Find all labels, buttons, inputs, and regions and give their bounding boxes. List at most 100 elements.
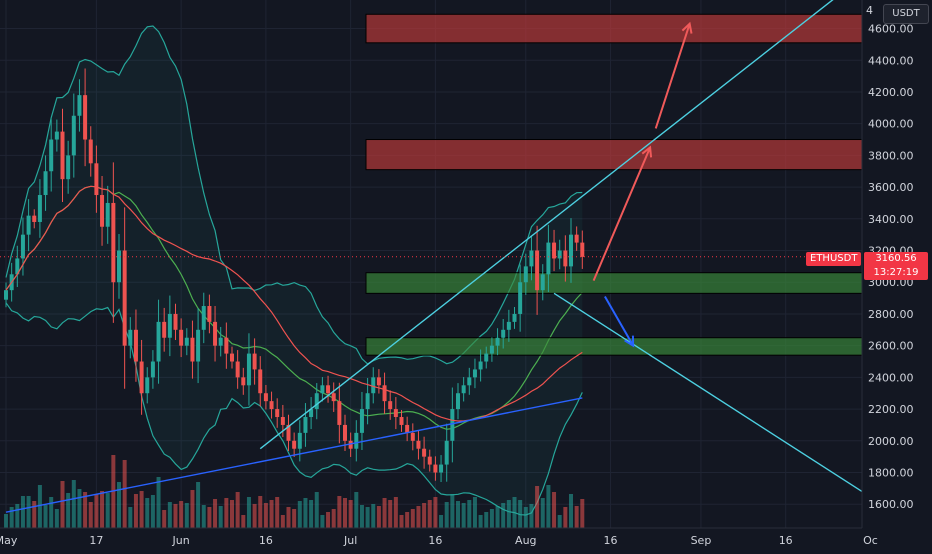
current-price-value: 3160.56 <box>875 253 917 264</box>
volume-bar <box>297 501 302 528</box>
volume-bar <box>286 507 291 528</box>
candle-body <box>43 171 48 196</box>
volume-bar <box>292 509 297 528</box>
candle-body <box>139 361 144 394</box>
candle-body <box>66 155 71 180</box>
candle-body <box>450 409 455 441</box>
volume-bar <box>139 491 144 528</box>
volume-bar <box>252 504 257 528</box>
price-tick-label: 2800.00 <box>868 308 914 321</box>
volume-bar <box>529 504 534 528</box>
candle-body <box>128 329 133 346</box>
candle-body <box>224 337 229 354</box>
volume-bar <box>179 501 184 528</box>
volume-bar <box>540 498 545 528</box>
time-tick-label: 16 <box>779 534 793 547</box>
candle-body <box>354 432 359 449</box>
currency-unit-button[interactable]: USDT <box>883 4 929 24</box>
volume-bar <box>303 498 308 528</box>
volume-bar <box>190 490 195 528</box>
candle-body <box>557 250 562 259</box>
volume-bar <box>201 505 206 528</box>
volume-bar <box>88 502 93 528</box>
volume-bar <box>337 496 342 528</box>
candle-body <box>111 202 116 283</box>
volume-bar <box>416 506 421 528</box>
volume-bar <box>258 496 263 528</box>
arrow-shaft[interactable] <box>654 23 691 129</box>
arrow-head <box>624 335 635 348</box>
candle-body <box>405 424 410 433</box>
volume-bar <box>467 500 472 528</box>
volume-bar <box>162 510 167 528</box>
candle-body <box>117 250 121 283</box>
volume-bar <box>523 507 528 528</box>
candle-body <box>478 361 483 370</box>
price-tick-label: 1800.00 <box>868 467 914 480</box>
candle-body <box>145 377 150 394</box>
candle-body <box>467 377 472 386</box>
candle-body <box>49 139 54 172</box>
volume-bar <box>150 495 155 528</box>
price-tick-label: 4200.00 <box>868 86 914 99</box>
candle-body <box>320 385 325 394</box>
candle-body <box>297 432 302 449</box>
grid <box>0 0 871 528</box>
candle-body <box>167 313 172 338</box>
candle-body <box>292 440 297 449</box>
volume-bar <box>94 494 99 528</box>
resistance-zone[interactable] <box>365 139 865 171</box>
price-tick-label: 4400.00 <box>868 54 914 67</box>
candle-body <box>343 424 347 441</box>
candle-body <box>269 401 274 410</box>
candle-body <box>309 409 314 418</box>
time-tick-label: 17 <box>89 534 103 547</box>
time-tick-label: Jul <box>343 534 357 547</box>
support-zone[interactable] <box>365 337 865 356</box>
volume-bar <box>359 505 364 528</box>
arrow-shaft[interactable] <box>592 147 652 282</box>
volume-bar <box>15 504 20 528</box>
price-tick-label: 2200.00 <box>868 403 914 416</box>
candle-body <box>280 417 285 425</box>
volume-bar <box>49 497 54 528</box>
candle-body <box>427 456 432 465</box>
zones[interactable] <box>365 13 865 356</box>
volume-bar <box>354 492 359 528</box>
volume-bar <box>133 494 138 528</box>
arrow-shaft[interactable] <box>604 296 635 347</box>
volume-bar <box>512 497 517 528</box>
trendline[interactable] <box>553 292 883 505</box>
candle-body <box>258 369 263 394</box>
arrows[interactable] <box>592 21 693 348</box>
candle-body <box>376 377 381 386</box>
candle-body <box>444 440 449 465</box>
resistance-zone[interactable] <box>365 13 865 44</box>
volume-bar <box>569 494 573 528</box>
trendlines[interactable] <box>5 0 883 513</box>
volume-bar <box>399 515 404 528</box>
candle-body <box>54 131 59 140</box>
trendline[interactable] <box>259 0 836 450</box>
candle-body <box>37 195 42 222</box>
support-zone[interactable] <box>365 272 865 294</box>
volume-bar <box>478 515 483 528</box>
price-tick-label: 4600.00 <box>868 23 914 36</box>
candle-body <box>484 353 489 362</box>
bollinger-upper <box>5 25 583 365</box>
volume-bar <box>43 505 48 528</box>
volume-bar <box>105 493 110 528</box>
candle-body <box>365 393 370 410</box>
candle-body <box>326 385 331 394</box>
candle-body <box>83 95 88 140</box>
candle-body <box>359 409 364 433</box>
price-tick-label: 4000.00 <box>868 118 914 131</box>
time-axis-labels[interactable]: May 17 Jun 16 Jul 16 Aug 16 Sep 16 Oc <box>0 534 878 547</box>
volume-bar <box>309 500 314 528</box>
trendline[interactable] <box>5 397 583 513</box>
time-tick-label: 16 <box>428 534 442 547</box>
candle-body <box>337 401 342 425</box>
volume-bar <box>563 507 568 528</box>
